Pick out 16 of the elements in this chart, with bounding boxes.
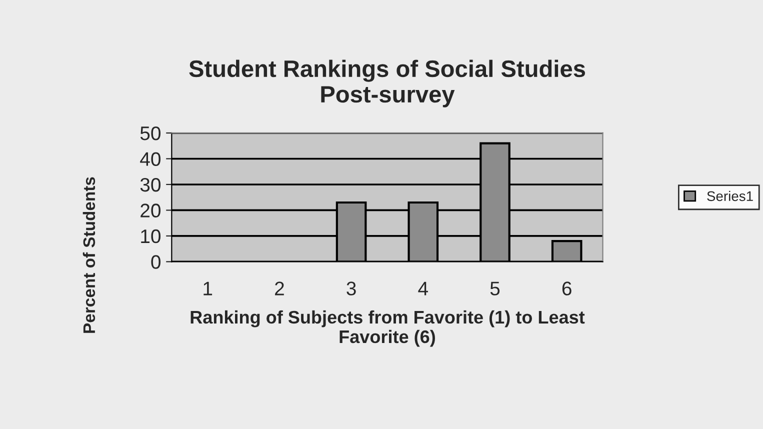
y-tick-label: 30	[140, 178, 160, 192]
x-axis-title: Ranking of Subjects from Favorite (1) to Least Favorite (6)	[190, 310, 585, 347]
x-tick-label: 4	[418, 282, 428, 296]
y-axis-title: Percent of Students	[82, 177, 96, 333]
chart-title: Student Rankings of Social Studies Post-survey	[189, 60, 586, 108]
x-tick-label: 3	[346, 282, 356, 296]
x-tick-label: 5	[490, 282, 500, 296]
y-tick-label: 20	[140, 204, 160, 218]
x-tick-label: 2	[275, 282, 284, 296]
y-tick-label: 40	[140, 152, 160, 166]
x-tick-label: 1	[204, 282, 212, 296]
x-tick-label: 6	[562, 282, 572, 296]
legend-label: Series1	[707, 190, 753, 202]
y-tick-label: 10	[141, 229, 160, 244]
y-tick-label: 0	[151, 255, 160, 269]
y-tick-label: 50	[140, 126, 160, 140]
